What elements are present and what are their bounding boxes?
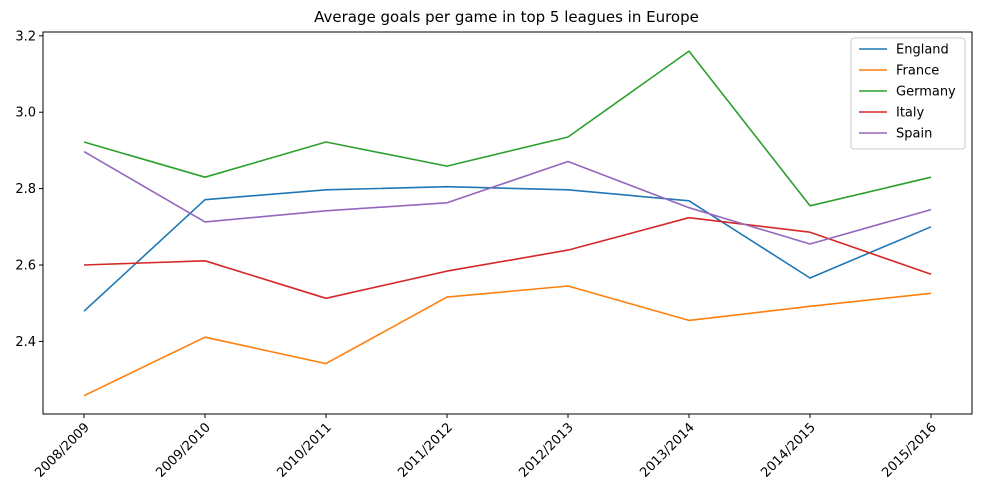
series-line-spain xyxy=(83,150,932,245)
legend-label-france: France xyxy=(896,64,939,79)
x-tick-label: 2008/2009 xyxy=(32,420,93,481)
legend-label-spain: Spain xyxy=(896,127,932,142)
legend-box xyxy=(850,37,966,150)
legend-label-italy: Italy xyxy=(896,106,925,121)
y-tick-label: 3.0 xyxy=(15,106,36,121)
series-line-france xyxy=(83,285,932,397)
series-line-england xyxy=(83,185,932,312)
plot-frame xyxy=(42,31,973,415)
chart-title: Average goals per game in top 5 leagues … xyxy=(314,8,699,26)
series-line-germany xyxy=(83,50,932,207)
x-tick-label: 2010/2011 xyxy=(274,420,335,481)
y-tick-label: 2.6 xyxy=(15,259,36,274)
legend-label-germany: Germany xyxy=(896,85,956,100)
y-tick-label: 2.4 xyxy=(15,335,36,350)
y-tick-label: 2.8 xyxy=(15,182,36,197)
x-tick-label: 2015/2016 xyxy=(879,420,940,481)
legend-label-england: England xyxy=(896,43,949,58)
x-tick-label: 2013/2014 xyxy=(637,420,698,481)
x-tick-label: 2014/2015 xyxy=(758,420,819,481)
x-tick-label: 2012/2013 xyxy=(516,420,577,481)
y-tick-label: 3.2 xyxy=(15,29,36,44)
x-tick-label: 2011/2012 xyxy=(395,420,456,481)
x-tick-label: 2009/2010 xyxy=(153,420,214,481)
series-line-italy xyxy=(83,216,932,300)
